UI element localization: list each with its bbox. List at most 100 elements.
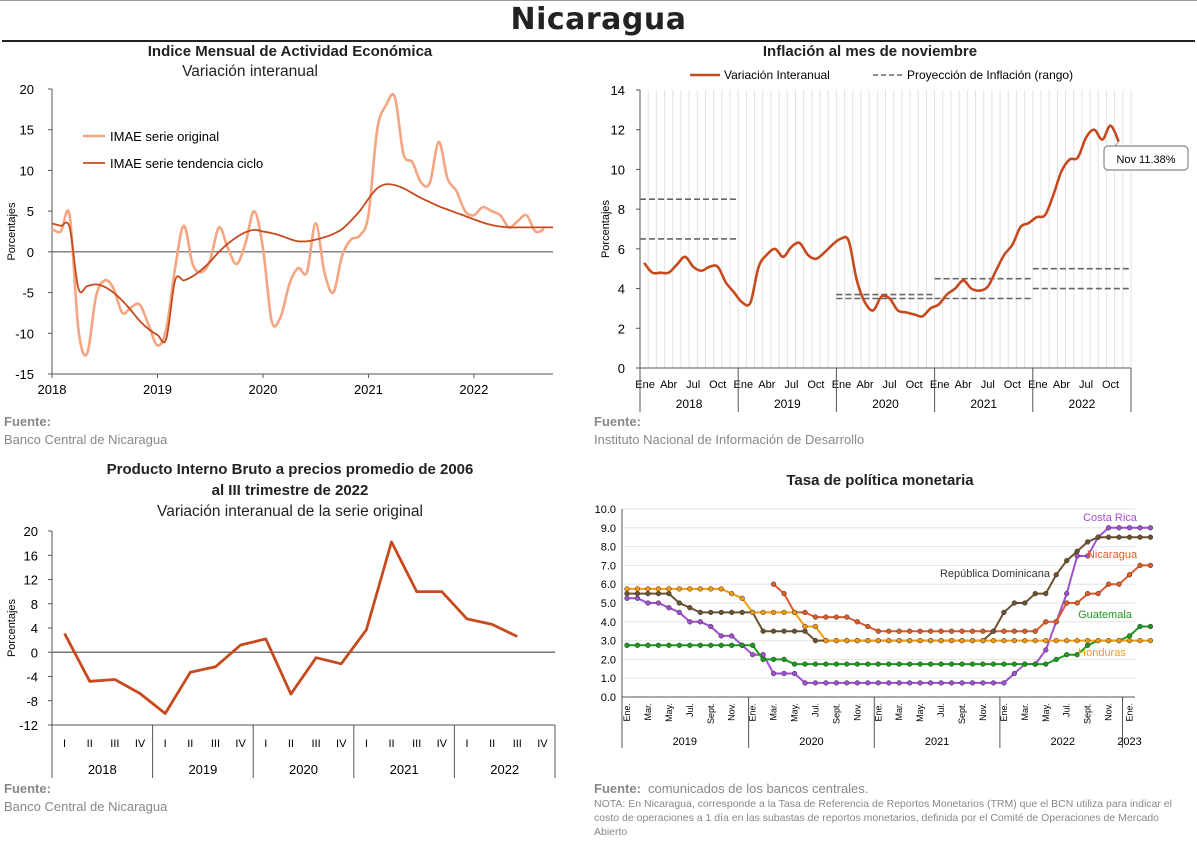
tpm-point	[1011, 637, 1018, 644]
tpm-point	[760, 656, 766, 663]
tpm-point	[1053, 572, 1059, 578]
tpm-point	[802, 623, 808, 630]
tpm-point	[917, 628, 923, 634]
tpm-point	[1043, 647, 1049, 653]
tpm-series-label: Costa Rica	[1083, 512, 1138, 524]
tpm-title: Tasa de política monetaria	[786, 472, 974, 489]
tpm-point	[938, 661, 944, 667]
tpm-point	[634, 595, 641, 601]
tpm-month-label: Sept.	[1083, 703, 1093, 724]
tpm-point	[1064, 590, 1070, 597]
pib-year-label: 2019	[188, 762, 217, 777]
tpm-point	[959, 628, 965, 634]
tpm-point	[886, 661, 892, 667]
tpm-point	[844, 637, 850, 644]
tpm-point	[1116, 637, 1122, 644]
tpm-y-tick-label: 4.0	[601, 617, 616, 629]
inflacion-month-label: Oct	[1004, 379, 1021, 391]
tpm-point	[812, 637, 819, 644]
tpm-point	[718, 633, 724, 639]
inflacion-month-label: Jul	[981, 379, 995, 391]
inflacion-legend-label: Variación Interanual	[724, 68, 830, 82]
imae-series-tendencia-line	[51, 183, 553, 344]
tpm-point	[624, 586, 630, 592]
tpm-point	[1011, 670, 1018, 677]
tpm-point	[802, 680, 808, 686]
tpm-month-label: Jul.	[936, 703, 946, 717]
pib-quarter-label: II	[489, 738, 495, 750]
tpm-point	[634, 642, 641, 648]
pib-y-tick-label: -8	[26, 694, 38, 709]
pib-y-tick-label: 12	[24, 573, 38, 588]
tpm-point	[676, 609, 682, 616]
tpm-point	[1085, 553, 1091, 559]
inflacion-y-tick-label: 12	[611, 123, 625, 138]
tpm-point	[749, 652, 756, 658]
tpm-point	[969, 680, 976, 686]
pib-y-axis-label: Porcentajes	[6, 598, 18, 657]
tpm-point	[781, 590, 787, 597]
pib-quarter-label: II	[288, 738, 294, 750]
tpm-point	[1126, 633, 1133, 639]
tpm-point	[844, 661, 850, 667]
tpm-point	[676, 600, 682, 606]
tpm-point	[917, 680, 923, 686]
tpm-series-label: Guatemala	[1078, 609, 1133, 621]
tpm-series-label: Honduras	[1078, 647, 1126, 659]
inflacion-y-tick-label: 2	[618, 321, 625, 336]
pib-source-text: Banco Central de Nicaragua	[4, 799, 168, 814]
tpm-point	[1022, 637, 1028, 644]
tpm-point	[948, 628, 955, 634]
tpm-point	[1095, 590, 1101, 597]
inflacion-month-label: Oct	[906, 379, 923, 391]
tpm-point	[833, 661, 840, 667]
tpm-month-label: May.	[790, 703, 800, 722]
tpm-point	[729, 590, 735, 597]
tpm-point	[1053, 656, 1059, 663]
pib-quarter-label: III	[211, 738, 220, 750]
pib-year-label: 2022	[490, 762, 519, 777]
tpm-point	[687, 586, 693, 592]
tpm-point	[1022, 628, 1028, 634]
tpm-y-tick-label: 3.0	[601, 636, 616, 648]
tpm-point	[1105, 525, 1112, 531]
tpm-point	[969, 628, 976, 634]
inflacion-y-tick-label: 4	[618, 282, 625, 297]
tpm-point	[1043, 637, 1049, 644]
tpm-point	[1074, 548, 1080, 554]
tpm-point	[791, 661, 798, 667]
pib-quarter-label: III	[110, 738, 119, 750]
tpm-point	[875, 637, 881, 644]
inflacion-y-tick-label: 8	[618, 202, 625, 217]
pib-quarter-label: II	[87, 738, 93, 750]
inflacion-source-text: Instituto Nacional de Información de Des…	[594, 432, 865, 447]
tpm-month-label: Ene.	[1125, 703, 1135, 722]
tpm-point	[1116, 534, 1122, 540]
pib-quarter-label: II	[388, 738, 394, 750]
inflacion-month-label: Jul	[686, 379, 700, 391]
tpm-point	[1116, 525, 1122, 531]
inflacion-month-label: Ene	[930, 379, 950, 391]
tpm-point	[1053, 619, 1059, 625]
tpm-point	[959, 637, 965, 644]
tpm-point	[1147, 623, 1154, 630]
tpm-point	[739, 609, 745, 616]
imae-y-tick-label: 20	[20, 82, 34, 97]
tpm-point	[687, 605, 693, 611]
tpm-point	[907, 637, 913, 644]
tpm-point	[865, 637, 871, 644]
tpm-point	[697, 619, 703, 625]
tpm-point	[927, 637, 934, 644]
tpm-y-tick-label: 5.0	[601, 598, 616, 610]
inflacion-y-tick-label: 6	[618, 242, 625, 257]
tpm-point	[1126, 534, 1133, 540]
tpm-point	[1064, 652, 1070, 658]
tpm-month-label: Sept.	[957, 703, 967, 724]
tpm-point	[896, 628, 902, 634]
tpm-series-label: República Dominicana	[940, 568, 1051, 580]
tpm-point	[1095, 534, 1101, 540]
tpm-month-label: Sept.	[831, 703, 841, 724]
imae-y-tick-label: 10	[20, 163, 34, 178]
tpm-point	[896, 661, 902, 667]
tpm-point	[1064, 558, 1070, 564]
